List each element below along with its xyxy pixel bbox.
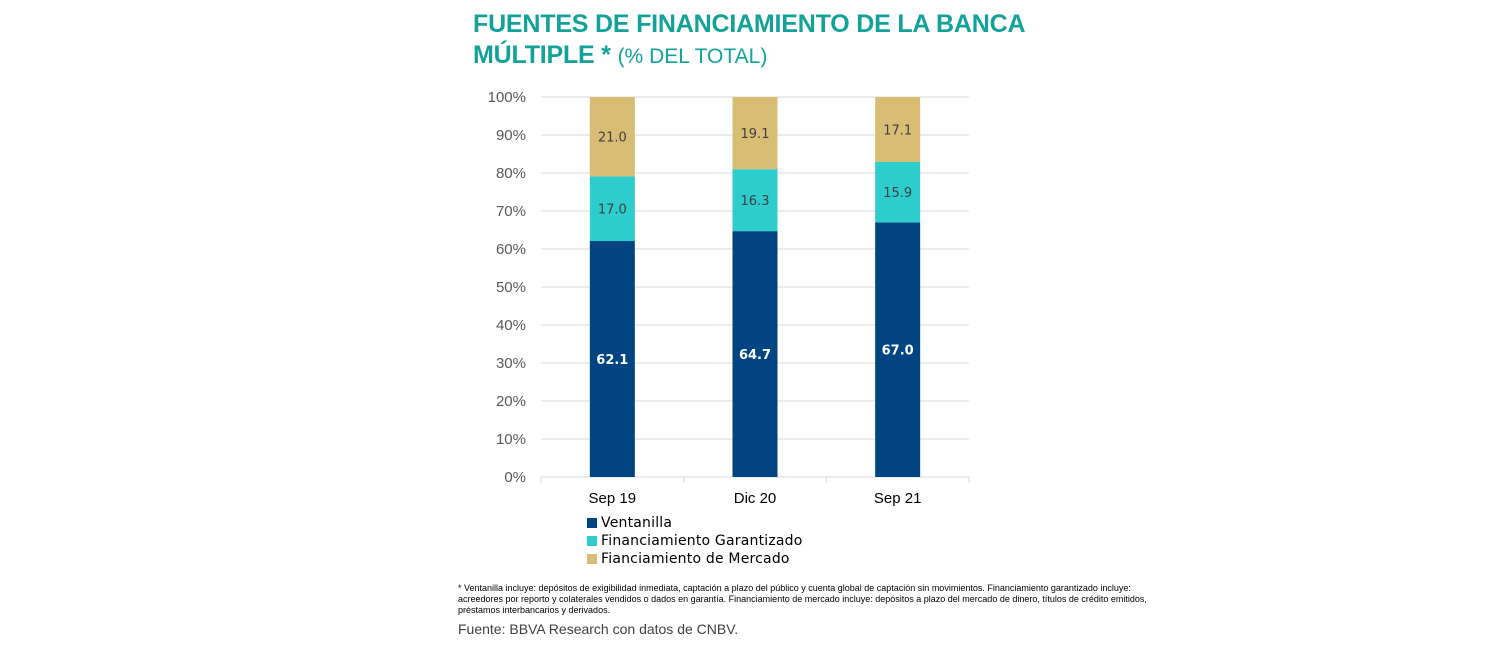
chart-legend: Ventanilla Financiamiento Garantizado Fi… [587, 514, 803, 568]
bar-0-2 [589, 97, 635, 177]
bar-1-0 [732, 231, 778, 477]
chart-title-line1: FUENTES DE FINANCIAMIENTO DE LA BANCA [473, 10, 1026, 38]
y-tick-label-100: 100% [488, 89, 526, 106]
source-note: Fuente: BBVA Research con datos de CNBV. [458, 621, 739, 637]
data-label-2-2: 17.1 [883, 123, 912, 138]
data-label-1-2: 19.1 [741, 127, 770, 142]
y-tick-label-0: 0% [504, 469, 526, 486]
y-tick-label-30: 30% [496, 355, 526, 372]
x-tick-label-0: Sep 19 [589, 490, 637, 507]
y-tick-label-60: 60% [496, 241, 526, 258]
bar-0-1 [589, 176, 635, 242]
bar-2-0 [875, 222, 921, 477]
legend-label-financiamiento-mercado: Fianciamiento de Mercado [601, 551, 790, 567]
data-label-0-0: 62.1 [596, 353, 628, 368]
legend-label-financiamiento-garantizado: Financiamiento Garantizado [601, 533, 803, 549]
data-label-2-0: 67.0 [882, 344, 914, 359]
y-tick-label-70: 70% [496, 203, 526, 220]
legend-swatch-ventanilla [587, 518, 597, 528]
data-label-1-1: 16.3 [741, 194, 770, 209]
legend-item-financiamiento-garantizado: Financiamiento Garantizado [587, 532, 803, 550]
data-label-0-2: 21.0 [598, 131, 627, 146]
legend-item-financiamiento-mercado: Fianciamiento de Mercado [587, 550, 803, 568]
legend-swatch-financiamiento-mercado [587, 554, 597, 564]
y-tick-label-90: 90% [496, 127, 526, 144]
x-tick-label-1: Dic 20 [734, 490, 777, 507]
legend-item-ventanilla: Ventanilla [587, 514, 803, 532]
data-label-1-0: 64.7 [739, 348, 771, 363]
legend-label-ventanilla: Ventanilla [601, 515, 673, 531]
bar-1-1 [732, 169, 778, 232]
bar-2-2 [875, 97, 921, 162]
footnote: * Ventanilla incluye: depósitos de exigi… [458, 583, 1147, 615]
y-tick-label-20: 20% [496, 393, 526, 410]
bar-2-1 [875, 161, 921, 223]
y-tick-label-50: 50% [496, 279, 526, 296]
x-tick-label-2: Sep 21 [874, 490, 922, 507]
y-tick-label-10: 10% [496, 431, 526, 448]
chart-title-line2: MÚLTIPLE * [473, 41, 611, 69]
chart-title: FUENTES DE FINANCIAMIENTO DE LA BANCA MÚ… [473, 9, 1113, 72]
y-tick-label-40: 40% [496, 317, 526, 334]
bar-0-0 [589, 241, 635, 477]
legend-swatch-financiamiento-garantizado [587, 536, 597, 546]
bar-1-2 [732, 97, 778, 170]
data-label-0-1: 17.0 [598, 203, 627, 218]
chart-title-suffix: (% DEL TOTAL) [617, 45, 768, 68]
y-tick-label-80: 80% [496, 165, 526, 182]
data-label-2-1: 15.9 [883, 186, 912, 201]
